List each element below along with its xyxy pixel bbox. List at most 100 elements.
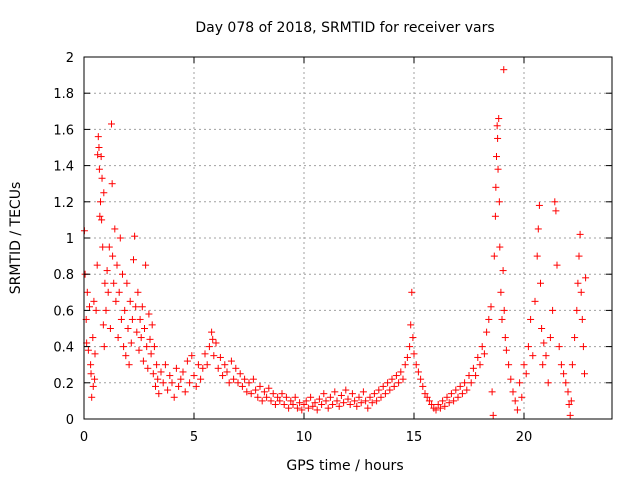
data-point: [511, 397, 519, 405]
data-point: [421, 390, 429, 398]
data-point: [318, 401, 326, 409]
data-point: [164, 386, 172, 394]
data-point: [478, 343, 486, 351]
data-point: [419, 382, 427, 390]
data-point: [498, 315, 506, 323]
data-point: [401, 361, 409, 369]
data-point: [377, 393, 385, 401]
data-point: [91, 350, 99, 358]
data-point: [105, 243, 113, 251]
data-point: [243, 388, 251, 396]
data-point: [232, 364, 240, 372]
data-point: [500, 306, 508, 314]
data-point: [117, 315, 125, 323]
data-point: [463, 386, 471, 394]
data-point: [285, 404, 293, 412]
data-point: [112, 297, 120, 305]
data-point: [489, 411, 497, 419]
data-point: [263, 393, 271, 401]
data-point: [269, 390, 277, 398]
data-point: [92, 306, 100, 314]
data-point: [574, 279, 582, 287]
data-point: [555, 343, 563, 351]
data-point: [524, 343, 532, 351]
data-point: [170, 393, 178, 401]
data-point: [388, 375, 396, 383]
data-point: [104, 288, 112, 296]
data-point: [205, 343, 213, 351]
data-point: [100, 343, 108, 351]
data-point: [116, 234, 124, 242]
data-point: [91, 375, 99, 383]
data-point: [534, 225, 542, 233]
data-point: [172, 364, 180, 372]
data-point: [293, 404, 301, 412]
data-point: [90, 297, 98, 305]
data-point: [99, 321, 107, 329]
data-point: [533, 252, 541, 260]
data-point: [106, 325, 114, 332]
data-point: [291, 393, 299, 401]
data-point: [485, 315, 493, 323]
data-point: [122, 352, 130, 360]
data-point: [538, 325, 546, 332]
data-point: [287, 397, 295, 405]
data-point: [456, 382, 464, 390]
data-point: [362, 397, 370, 405]
data-point: [562, 379, 570, 387]
data-point: [474, 353, 482, 361]
data-point: [540, 339, 548, 347]
data-point: [161, 361, 169, 369]
data-point: [168, 379, 176, 387]
data-point: [496, 243, 504, 251]
data-point: [145, 310, 153, 318]
data-point: [298, 406, 306, 414]
data-point: [507, 375, 515, 383]
data-point: [157, 368, 165, 376]
data-point: [260, 388, 268, 396]
data-point: [188, 352, 196, 360]
y-tick-label: 0: [66, 413, 74, 428]
data-point: [465, 372, 473, 380]
data-point: [579, 343, 587, 351]
data-point: [84, 346, 92, 354]
data-point: [324, 404, 332, 412]
data-point: [577, 288, 585, 296]
data-point: [110, 279, 118, 287]
x-axis-label: GPS time / hours: [286, 458, 403, 474]
data-point: [221, 361, 229, 369]
data-point: [384, 379, 392, 387]
data-point: [179, 368, 187, 376]
data-point: [109, 252, 117, 260]
data-point: [267, 397, 275, 405]
data-point: [410, 350, 418, 358]
data-point: [146, 335, 154, 343]
data-point: [379, 382, 387, 390]
data-point: [568, 361, 576, 369]
data-point: [108, 120, 115, 128]
y-tick-label: 1.2: [53, 196, 74, 211]
data-point: [392, 372, 400, 380]
data-point: [565, 401, 573, 409]
data-point: [123, 279, 131, 287]
data-point: [153, 361, 161, 369]
data-point: [315, 395, 323, 403]
data-point: [340, 399, 348, 407]
data-point: [458, 390, 466, 398]
data-point: [139, 357, 147, 365]
data-point: [201, 350, 209, 358]
data-point: [409, 334, 417, 342]
data-point: [472, 372, 480, 380]
y-tick-label: 0.6: [53, 304, 74, 319]
data-point: [500, 66, 508, 74]
data-point: [186, 379, 194, 387]
data-point: [499, 267, 507, 275]
data-point: [245, 379, 253, 387]
data-point: [256, 382, 264, 390]
data-point: [434, 401, 442, 409]
data-point: [102, 306, 110, 314]
data-point: [576, 230, 584, 238]
data-point: [364, 404, 372, 412]
data-point: [412, 361, 420, 369]
